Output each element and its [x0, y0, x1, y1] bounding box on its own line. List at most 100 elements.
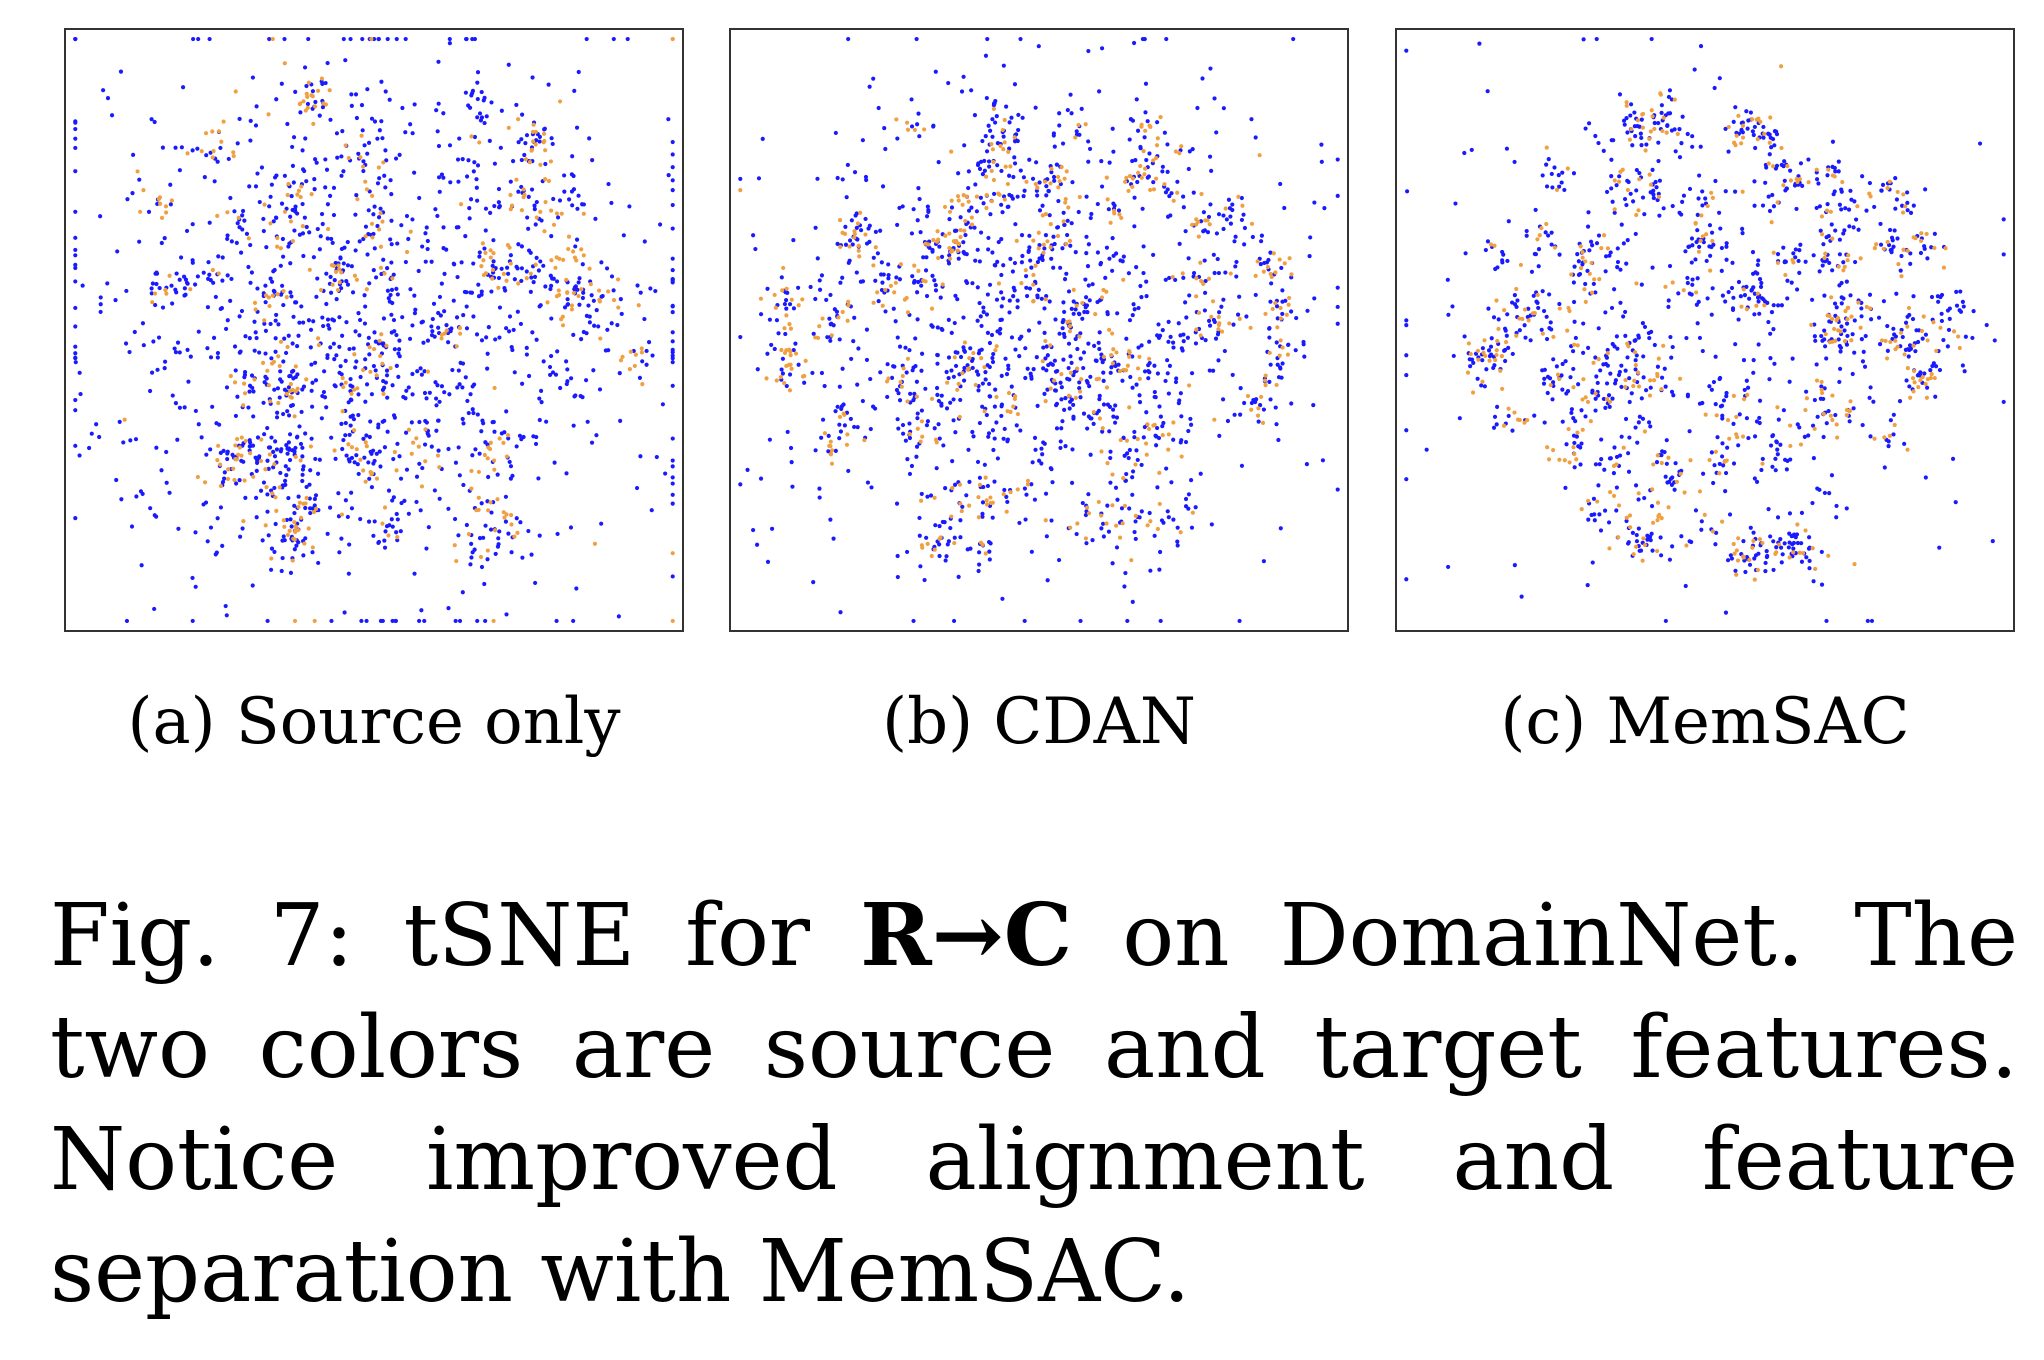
scatter-point [960, 371, 965, 376]
scatter-point [399, 500, 404, 506]
scatter-point [1059, 426, 1064, 431]
scatter-point [962, 143, 967, 148]
scatter-point [1939, 311, 1944, 316]
scatter-point [1128, 374, 1133, 380]
scatter-point [1946, 327, 1952, 332]
scatter-point [503, 519, 509, 524]
scatter-point [470, 91, 475, 96]
scatter-point [984, 149, 990, 154]
scatter-point [1887, 179, 1892, 184]
scatter-point [1130, 492, 1135, 497]
scatter-point [1255, 413, 1261, 418]
scatter-point [965, 363, 970, 368]
scatter-point [249, 270, 254, 275]
scatter-point [1130, 184, 1135, 189]
scatter-point [939, 401, 944, 406]
scatter-point [1660, 449, 1665, 454]
scatter-point [638, 290, 643, 295]
scatter-point [917, 533, 922, 538]
scatter-point [1923, 332, 1929, 337]
scatter-point [949, 368, 954, 373]
scatter-point [974, 369, 979, 374]
scatter-point [319, 416, 324, 421]
scatter-point [333, 269, 339, 274]
scatter-point [985, 483, 991, 489]
scatter-point [594, 308, 599, 313]
scatter-point [1593, 396, 1598, 401]
scatter-point [358, 516, 363, 522]
scatter-point [1771, 204, 1777, 209]
scatter-point [1013, 222, 1018, 227]
scatter-point [670, 481, 675, 486]
scatter-point [541, 263, 546, 268]
scatter-point [80, 283, 85, 288]
scatter-point [343, 433, 348, 438]
scatter-point [195, 474, 200, 480]
scatter-point [1118, 437, 1123, 443]
scatter-point [1081, 350, 1087, 355]
scatter-point [1165, 371, 1170, 376]
scatter-point [299, 184, 304, 189]
scatter-point [1741, 539, 1746, 544]
scatter-point [1127, 447, 1132, 453]
scatter-point [1614, 334, 1619, 339]
scatter-point [1220, 397, 1226, 402]
scatter-point [1644, 388, 1649, 393]
scatter-point [796, 362, 801, 367]
scatter-point [262, 321, 267, 326]
scatter-point [580, 262, 585, 267]
scatter-point [873, 278, 878, 283]
scatter-point [1650, 548, 1655, 553]
scatter-point [1024, 285, 1029, 290]
scatter-point [320, 221, 325, 227]
scatter-point [753, 246, 758, 252]
scatter-point [235, 141, 240, 146]
scatter-point [1729, 556, 1735, 561]
scatter-point [1637, 170, 1642, 176]
scatter-point [222, 470, 227, 475]
scatter-point [1572, 319, 1577, 324]
scatter-point [1027, 157, 1032, 162]
scatter-point [184, 228, 190, 234]
scatter-point [1011, 285, 1016, 290]
scatter-point [1954, 303, 1960, 308]
scatter-point [288, 261, 293, 266]
scatter-point [1275, 362, 1280, 367]
scatter-point [1162, 182, 1167, 187]
scatter-point [98, 214, 103, 219]
scatter-point [1663, 474, 1668, 479]
scatter-point [1636, 335, 1641, 340]
scatter-point [886, 272, 891, 278]
scatter-point [603, 348, 608, 353]
scatter-point [526, 226, 531, 231]
scatter-point [298, 194, 303, 200]
scatter-point [1971, 309, 1976, 314]
scatter-point [1623, 309, 1628, 315]
scatter-point [946, 261, 952, 266]
scatter-point [457, 136, 462, 141]
scatter-point [190, 618, 195, 624]
scatter-point [551, 196, 556, 202]
scatter-point [796, 303, 801, 308]
scatter-point [356, 311, 361, 316]
scatter-point [1080, 316, 1085, 321]
scatter-point [537, 533, 542, 538]
scatter-point [1016, 127, 1021, 133]
scatter-point [996, 240, 1001, 245]
scatter-point [1039, 461, 1044, 466]
scatter-point [1679, 212, 1684, 217]
scatter-point [886, 262, 891, 267]
scatter-point [418, 366, 423, 371]
scatter-point [1006, 149, 1011, 154]
scatter-point [488, 440, 493, 445]
scatter-point [1908, 251, 1913, 256]
scatter-point [312, 618, 317, 624]
scatter-point [1820, 263, 1825, 268]
scatter-point [277, 363, 282, 369]
scatter-point [1027, 286, 1033, 291]
scatter-point [969, 358, 975, 363]
scatter-point [1482, 384, 1487, 389]
scatter-point [1107, 160, 1112, 165]
scatter-point [423, 427, 428, 432]
scatter-point [1838, 345, 1843, 350]
